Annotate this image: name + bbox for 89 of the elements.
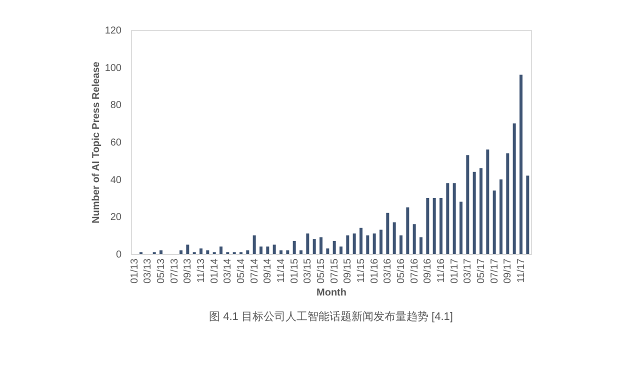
bar xyxy=(432,198,436,254)
x-tick-label: 05/13 xyxy=(156,258,167,284)
bar xyxy=(292,240,296,254)
bar xyxy=(206,250,210,254)
x-tick-label: 09/13 xyxy=(182,258,194,284)
bar xyxy=(272,244,276,254)
x-tick-label: 11/17 xyxy=(516,258,527,283)
bar xyxy=(332,240,336,254)
bar xyxy=(392,222,396,254)
x-tick-label: 07/17 xyxy=(489,258,500,284)
bar xyxy=(280,250,282,254)
bar xyxy=(480,168,482,254)
x-axis-title: Month xyxy=(316,288,346,299)
x-tick-label: 11/15 xyxy=(356,258,367,283)
x-tick-label: 01/16 xyxy=(369,258,380,284)
bar xyxy=(200,248,202,254)
bar xyxy=(160,250,162,254)
text: 图 4.1 目标公司人工智能话题新闻发布量趋势 [4.1] xyxy=(209,310,453,324)
bar xyxy=(452,183,456,254)
x-tick-label: 05/17 xyxy=(476,258,487,284)
bar xyxy=(380,230,382,254)
bar xyxy=(400,235,402,254)
bar xyxy=(446,183,450,254)
y-tick-label: 20 xyxy=(110,212,122,224)
bar xyxy=(372,233,376,254)
x-tick-label: 11/16 xyxy=(436,258,447,283)
bar xyxy=(366,235,370,254)
bar xyxy=(352,233,356,254)
y-tick-label: 120 xyxy=(104,26,122,36)
x-tick-label: 03/16 xyxy=(382,258,394,284)
x-tick-label: 01/15 xyxy=(289,258,300,284)
x-tick-label: 03/13 xyxy=(142,258,154,284)
bar xyxy=(512,123,516,254)
x-tick-label: 09/15 xyxy=(342,258,354,284)
bar xyxy=(320,237,322,254)
bar xyxy=(486,149,490,254)
bar xyxy=(426,198,430,254)
y-tick-label: 100 xyxy=(104,62,122,74)
bar xyxy=(326,248,330,254)
y-tick-label: 40 xyxy=(110,174,122,186)
bar xyxy=(306,233,310,254)
x-tick-label: 05/16 xyxy=(396,258,407,284)
bar xyxy=(360,228,362,254)
x-tick-label: 07/15 xyxy=(329,258,340,284)
x-tick-label: 07/13 xyxy=(169,258,180,284)
bar xyxy=(312,239,316,254)
bar xyxy=(406,207,410,254)
bar xyxy=(412,224,416,254)
bar xyxy=(252,235,256,254)
x-tick-label: 01/17 xyxy=(449,258,460,284)
y-tick-label: 0 xyxy=(116,250,122,260)
x-tick-label: 03/17 xyxy=(462,258,474,284)
x-tick-label: 07/14 xyxy=(249,258,260,284)
x-tick-label: 03/14 xyxy=(222,258,234,284)
bar xyxy=(340,246,342,254)
x-tick-label: 05/15 xyxy=(316,258,327,284)
bar xyxy=(520,74,522,254)
bar xyxy=(186,244,190,254)
x-tick-label: 07/16 xyxy=(409,258,420,284)
bar xyxy=(260,246,262,254)
x-tick-label: 03/15 xyxy=(302,258,314,284)
bar xyxy=(420,237,422,254)
y-axis-title: Number of AI Topic Press Release xyxy=(90,61,102,224)
x-tick-label: 01/14 xyxy=(209,258,220,284)
bar xyxy=(220,246,222,254)
bar xyxy=(346,235,350,254)
x-tick-label: 11/13 xyxy=(196,258,207,283)
x-tick-label: 01/13 xyxy=(129,258,140,284)
bar xyxy=(526,176,530,254)
bar xyxy=(300,250,302,254)
bar xyxy=(466,155,470,254)
y-tick-label: 80 xyxy=(110,100,122,112)
bar xyxy=(386,212,390,254)
bar xyxy=(472,172,476,254)
bar xyxy=(286,250,290,254)
bar xyxy=(460,202,462,254)
bar xyxy=(266,246,270,254)
y-tick-label: 60 xyxy=(110,138,122,148)
bar xyxy=(506,153,510,254)
x-tick-label: 09/16 xyxy=(422,258,434,284)
bar xyxy=(500,179,502,254)
bar xyxy=(246,250,250,254)
bar xyxy=(180,250,182,254)
x-tick-label: 05/14 xyxy=(236,258,247,284)
x-tick-label: 09/14 xyxy=(262,258,274,284)
x-tick-label: 09/17 xyxy=(502,258,514,284)
bar xyxy=(440,198,442,254)
x-tick-label: 11/14 xyxy=(276,258,287,283)
bar xyxy=(492,190,496,254)
